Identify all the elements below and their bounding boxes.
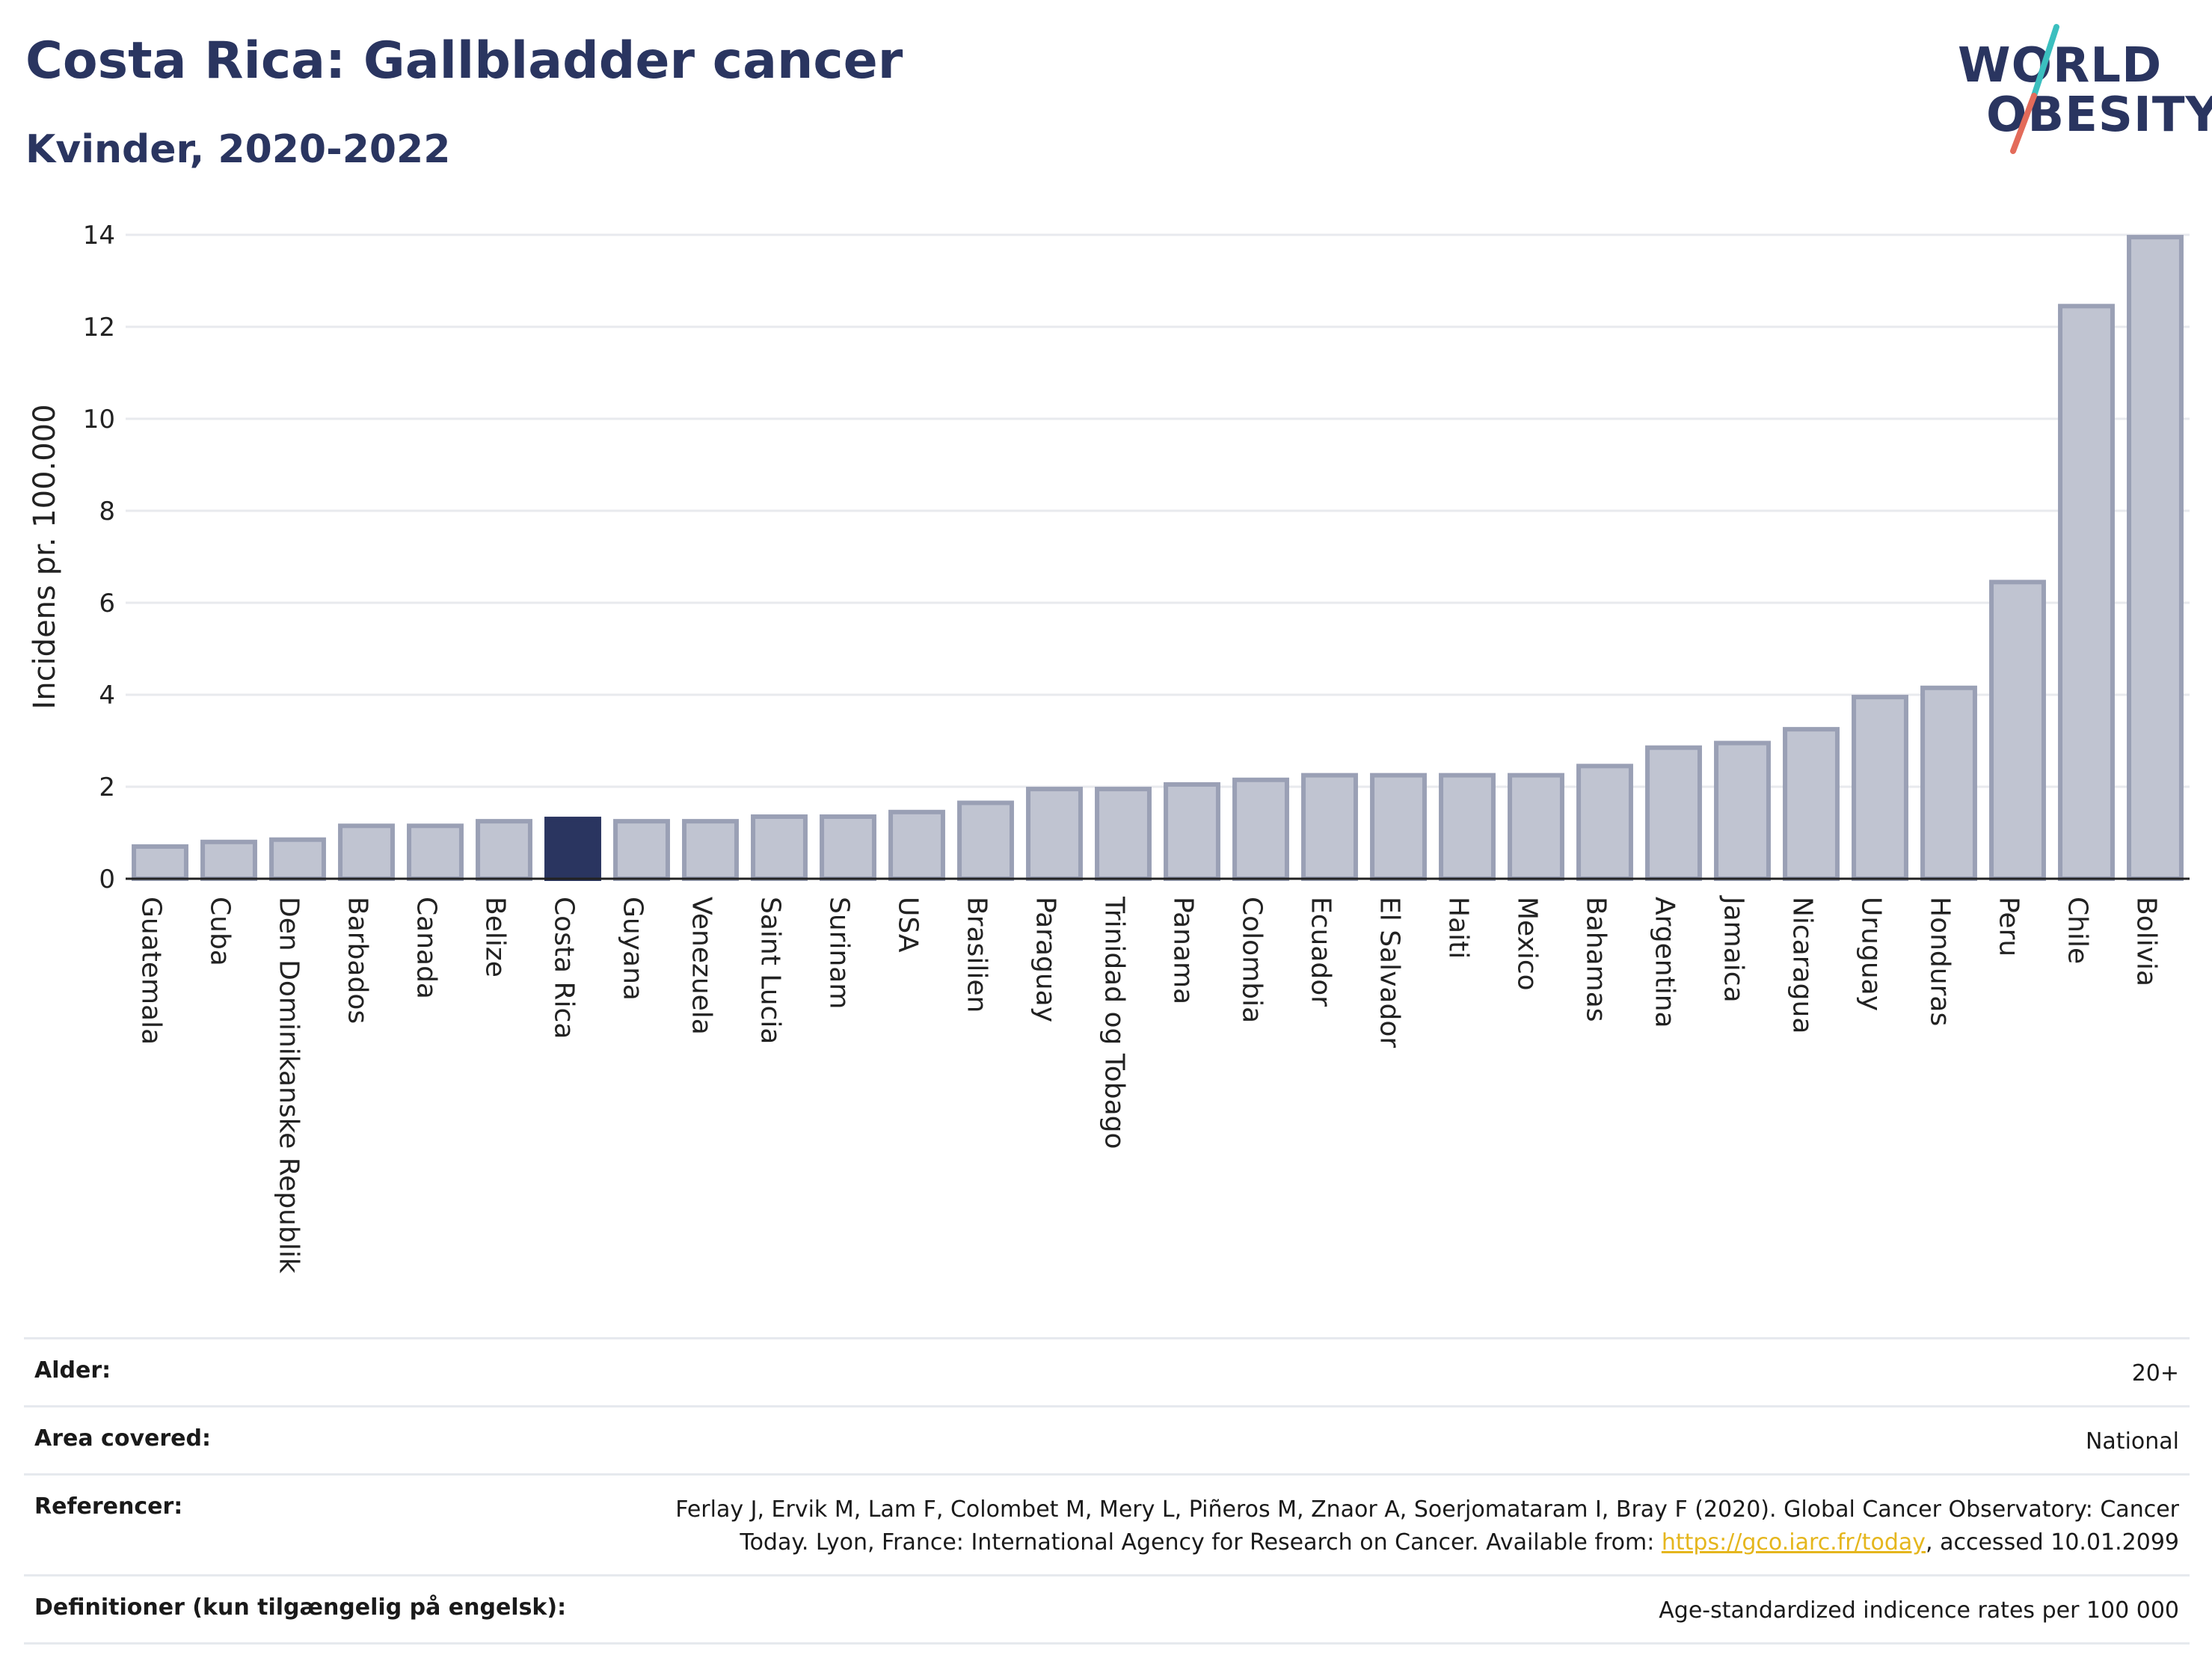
x-tick-label: Paraguay — [1030, 897, 1061, 1022]
x-tick-label: Ecuador — [1306, 897, 1336, 1007]
meta-row-references: Referencer: Ferlay J, Ervik M, Lam F, Co… — [24, 1473, 2190, 1574]
x-tick-label: Bahamas — [1581, 897, 1612, 1022]
x-tick-label: Colombia — [1237, 897, 1268, 1023]
meta-row-area: Area covered: National — [24, 1405, 2190, 1473]
x-tick-label: USA — [893, 897, 924, 953]
chart-title: Costa Rica: Gallbladder cancer — [25, 31, 903, 90]
x-tick-label: Jamaica — [1718, 895, 1749, 1003]
bar-trinidad-og-tobago — [1095, 787, 1152, 882]
bar-guyana — [613, 819, 670, 881]
y-tick-label: 2 — [99, 773, 115, 802]
bar-honduras — [1920, 685, 1977, 882]
x-tick-label: Trinidad og Tobago — [1099, 896, 1130, 1149]
bar-den-dominikanske-republik — [269, 837, 326, 881]
x-tick-label: Honduras — [1925, 897, 1956, 1026]
bar-guatemala — [132, 844, 188, 882]
bar-colombia — [1232, 777, 1289, 882]
x-tick-labels: Guatemala Cuba Den Dominikanske Republik Ba… — [136, 895, 2162, 1274]
x-tick-label: El Salvador — [1374, 897, 1405, 1048]
meta-label-definitions: Definitioner (kun tilgængelig på engelsk… — [34, 1594, 567, 1621]
x-tick-label: Barbados — [342, 897, 373, 1024]
x-tick-label: Belize — [480, 897, 511, 977]
bar-cuba — [200, 839, 257, 881]
bar-jamaica — [1714, 740, 1771, 882]
x-tick-label: Guyana — [618, 897, 648, 1001]
x-tick-label: Canada — [411, 897, 442, 999]
reference-line-2-pre: Today. Lyon, France: International Agenc… — [740, 1529, 1662, 1556]
bar-belize — [476, 819, 532, 881]
bar-bolivia — [2127, 235, 2184, 881]
bar-uruguay — [1852, 695, 1908, 882]
reference-link[interactable]: https://gco.iarc.fr/today — [1661, 1529, 1926, 1556]
logo-slash-icon — [2010, 24, 2059, 154]
x-tick-label: Costa Rica — [549, 897, 580, 1039]
chart-subtitle: Kvinder, 2020-2022 — [25, 127, 451, 172]
meta-value-age: 20+ — [2131, 1360, 2179, 1387]
bar-venezuela — [682, 819, 739, 881]
bar-barbados — [338, 823, 395, 882]
y-tick-label: 14 — [83, 221, 115, 251]
bar-panama — [1164, 782, 1220, 881]
bar-costa-rica — [544, 817, 601, 881]
bar-ecuador — [1301, 773, 1358, 881]
y-tick-label: 6 — [99, 589, 115, 618]
reference-line-2-post: , accessed 10.01.2099 — [1926, 1529, 2179, 1556]
y-tick-label: 0 — [99, 865, 115, 894]
grid-lines — [126, 233, 2190, 880]
meta-value-area: National — [2085, 1428, 2179, 1455]
bar-saint-lucia — [751, 814, 808, 881]
y-axis-label: Incidens pr. 100.000 — [28, 404, 62, 709]
meta-label-area: Area covered: — [34, 1425, 211, 1452]
logo-word-world: WORLD — [1958, 38, 2163, 93]
bar-usa — [888, 809, 945, 882]
bar-canada — [407, 823, 464, 882]
bar-chart: 0 2 4 6 8 10 12 14 Guatemala Cuba Den Dominikansk… — [28, 221, 2190, 1274]
x-tick-label: Mexico — [1512, 897, 1543, 991]
bars — [132, 235, 2184, 882]
x-tick-label: Peru — [1994, 897, 2024, 957]
y-tick-label: 12 — [83, 313, 115, 343]
bar-nicaragua — [1783, 727, 1840, 881]
x-tick-label: Surinam — [824, 897, 855, 1009]
x-tick-label: Guatemala — [136, 897, 167, 1045]
bar-el-salvador — [1370, 773, 1427, 881]
bar-bahamas — [1576, 764, 1633, 882]
bar-haiti — [1439, 773, 1496, 881]
bar-peru — [1989, 580, 2046, 881]
x-tick-label: Nicaragua — [1787, 897, 1818, 1034]
meta-value-references: Ferlay J, Ervik M, Lam F, Colombet M, Me… — [675, 1493, 2179, 1559]
bar-surinam — [820, 814, 876, 881]
bar-brasilien — [957, 800, 1014, 882]
world-obesity-logo: WORLD OBESITY — [1952, 22, 2212, 157]
x-tick-label: Cuba — [205, 897, 236, 966]
bar-chile — [2058, 304, 2115, 881]
bar-mexico — [1508, 773, 1564, 881]
meta-row-age: Alder: 20+ — [24, 1337, 2190, 1405]
x-tick-label: Panama — [1168, 897, 1199, 1004]
meta-value-definitions: Age-standardized indicence rates per 100… — [1659, 1597, 2179, 1624]
bar-paraguay — [1026, 787, 1083, 882]
y-tick-label: 4 — [99, 681, 115, 710]
x-tick-label: Argentina — [1650, 897, 1680, 1028]
reference-line-1: Ferlay J, Ervik M, Lam F, Colombet M, Me… — [675, 1496, 2179, 1523]
y-tick-label: 10 — [83, 405, 115, 435]
x-tick-label: Bolivia — [2131, 897, 2162, 986]
y-tick-label: 8 — [99, 497, 115, 526]
x-tick-label: Saint Lucia — [755, 897, 786, 1044]
metadata-table: Alder: 20+ Area covered: National Refere… — [24, 1337, 2190, 1645]
bar-argentina — [1645, 745, 1702, 881]
x-tick-label: Chile — [2062, 897, 2093, 964]
meta-label-references: Referencer: — [34, 1493, 183, 1520]
meta-row-definitions: Definitioner (kun tilgængelig på engelsk… — [24, 1574, 2190, 1645]
x-tick-label: Den Dominikanske Republik — [274, 897, 304, 1274]
y-tick-labels: 0 2 4 6 8 10 12 14 — [83, 221, 115, 894]
x-tick-label: Brasilien — [962, 897, 992, 1013]
x-tick-label: Haiti — [1443, 897, 1474, 959]
x-tick-label: Uruguay — [1856, 897, 1887, 1011]
meta-label-age: Alder: — [34, 1357, 111, 1384]
x-tick-label: Venezuela — [686, 897, 717, 1035]
